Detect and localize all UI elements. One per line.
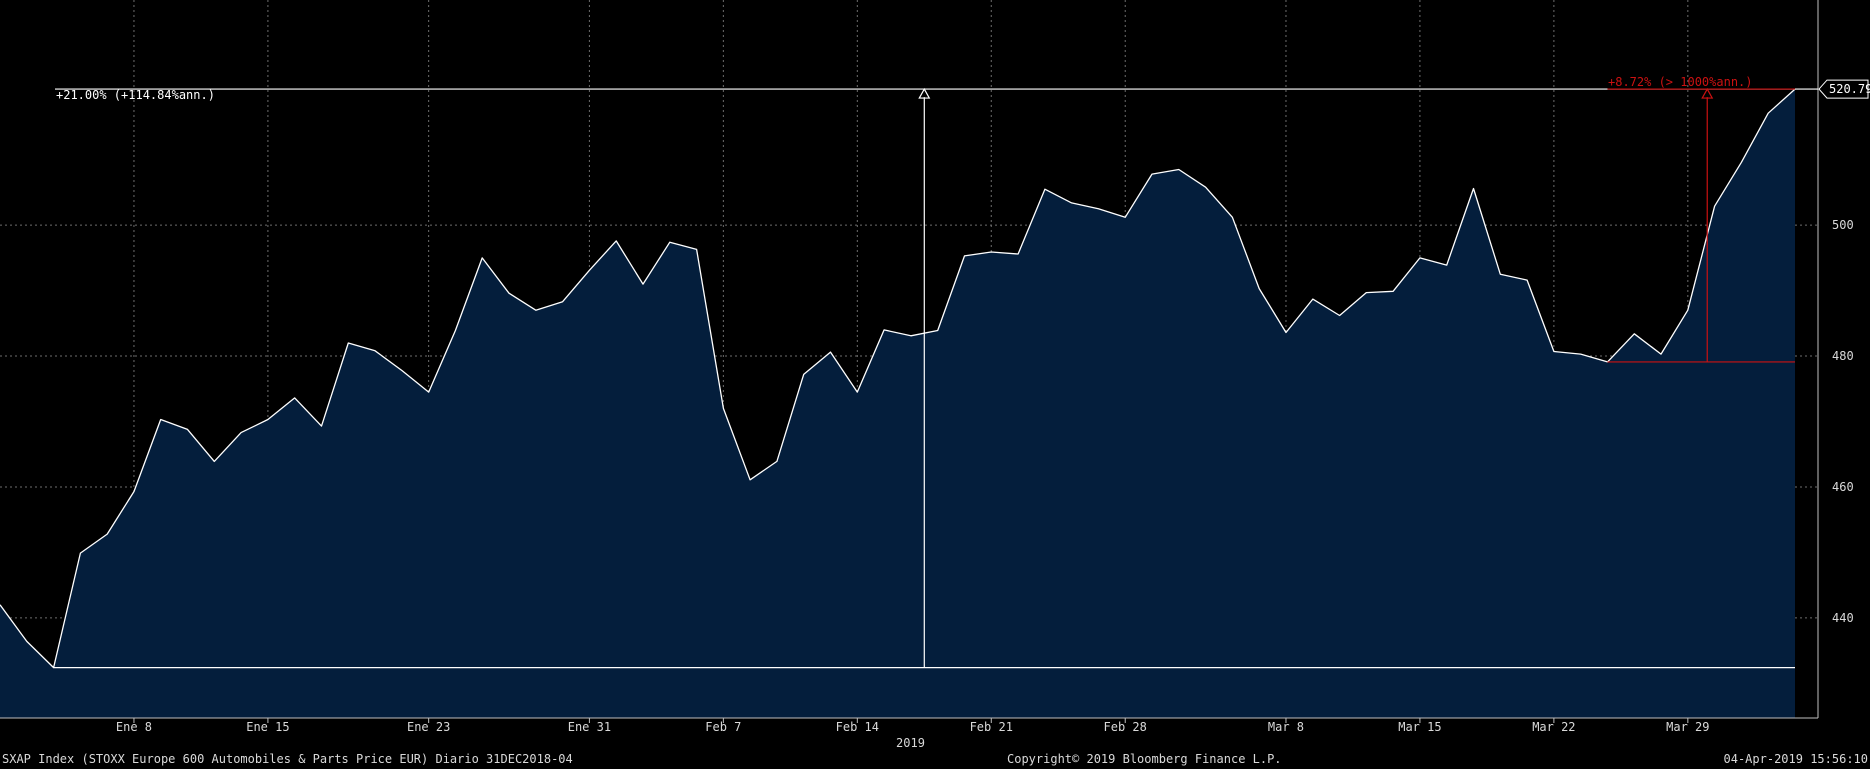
copyright-text: Copyright© 2019 Bloomberg Finance L.P. [1007, 752, 1282, 766]
x-tick-label: Ene 23 [407, 720, 450, 734]
y-tick-label: 440 [1832, 611, 1854, 625]
x-tick-label: Mar 22 [1532, 720, 1575, 734]
x-tick-label: Mar 8 [1268, 720, 1304, 734]
y-tick-label: 480 [1832, 349, 1854, 363]
last-value-label: 520.79 [1829, 82, 1870, 96]
x-tick-label: Feb 14 [836, 720, 879, 734]
y-tick-label: 460 [1832, 480, 1854, 494]
series-line [0, 88, 1796, 669]
last-value-tag [1818, 79, 1869, 99]
y-tick-label: 500 [1832, 218, 1854, 232]
measure-arrow [918, 87, 931, 99]
chart-description: SXAP Index (STOXX Europe 600 Automobiles… [2, 752, 573, 766]
measure-label-red: +8.72% (> 1000%ann.) [1608, 75, 1753, 89]
x-tick-label: Ene 31 [568, 720, 611, 734]
measure-arrow-red [1701, 87, 1714, 99]
x-year-label: 2019 [896, 736, 925, 750]
x-tick-label: Feb 21 [970, 720, 1013, 734]
x-tick-label: Ene 15 [246, 720, 289, 734]
x-tick-label: Mar 29 [1666, 720, 1709, 734]
timestamp: 04-Apr-2019 15:56:10 [1723, 752, 1869, 766]
x-tick-label: Mar 15 [1398, 720, 1441, 734]
x-tick-label: Feb 7 [705, 720, 741, 734]
x-tick-label: Feb 28 [1104, 720, 1147, 734]
series-area [0, 89, 1795, 719]
measure-label: +21.00% (+114.84%ann.) [56, 88, 215, 102]
x-tick-label: Ene 8 [116, 720, 152, 734]
